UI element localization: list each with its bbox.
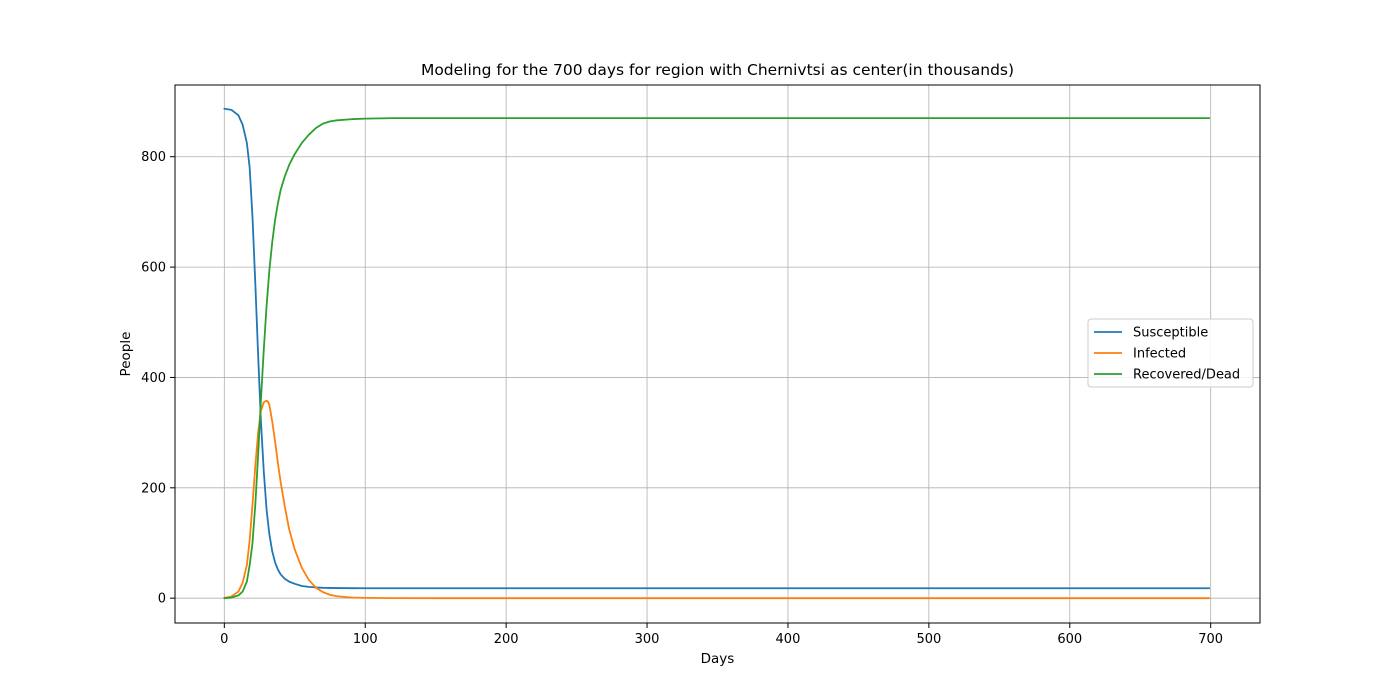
x-tick-label: 700 (1198, 632, 1223, 647)
y-tick-label: 200 (141, 481, 166, 496)
x-tick-label: 400 (776, 632, 801, 647)
y-tick-label: 400 (141, 371, 166, 386)
legend-frame (1087, 318, 1254, 388)
chart-title: Modeling for the 700 days for region wit… (421, 61, 1014, 79)
series-line-recovered-dead (223, 117, 1211, 600)
x-tick-label: 600 (1057, 632, 1082, 647)
x-tick-label: 500 (916, 632, 941, 647)
series-line-infected (223, 399, 1211, 600)
legend: Susceptible Infected Recovered/Dead (1087, 318, 1254, 388)
x-tick-label: 300 (635, 632, 660, 647)
x-tick-label: 200 (494, 632, 519, 647)
x-tick-label: 0 (220, 632, 228, 647)
plot-area-frame (174, 84, 1261, 624)
legend-label-susceptible: Susceptible (1133, 326, 1208, 341)
series-layer (223, 107, 1211, 600)
y-axis-label: People (118, 332, 134, 377)
x-tick-label: 100 (353, 632, 378, 647)
tick-layer: 0 100 200 300 400 500 600 700 0 200 400 600 800 (141, 150, 1223, 647)
legend-label-infected: Infected (1133, 347, 1186, 362)
y-tick-label: 0 (158, 592, 166, 607)
series-line-susceptible (223, 107, 1211, 590)
y-tick-label: 600 (141, 261, 166, 276)
y-tick-label: 800 (141, 150, 166, 165)
x-axis-label: Days (701, 651, 735, 667)
legend-label-recovered-dead: Recovered/Dead (1133, 368, 1240, 383)
